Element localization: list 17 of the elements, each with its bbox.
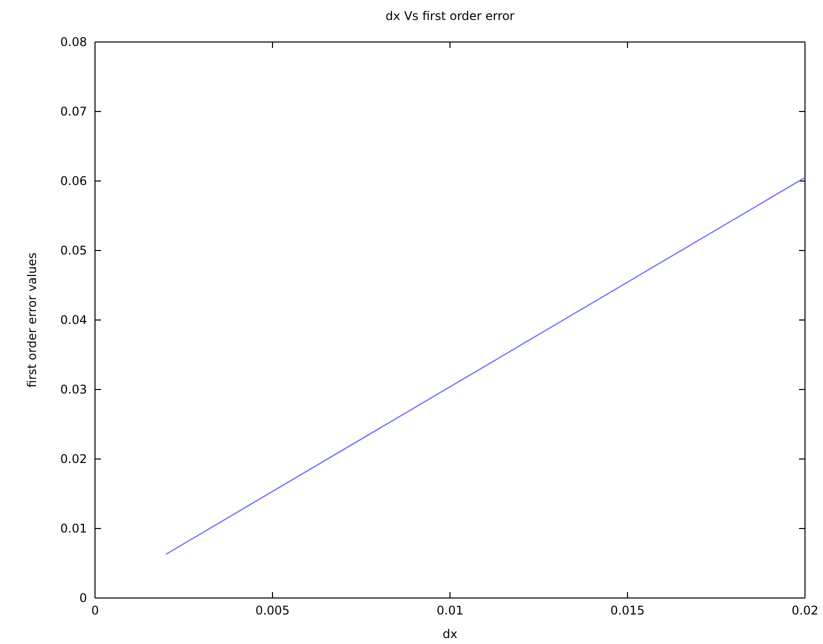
y-tick-label: 0 <box>79 590 87 605</box>
x-axis-title: dx <box>442 627 458 641</box>
y-tick-label: 0.06 <box>60 174 87 188</box>
chart-title: dx Vs first order error <box>386 9 515 23</box>
y-tick-label: 0.01 <box>60 521 87 536</box>
y-tick-label: 0.05 <box>60 243 87 258</box>
y-tick-label: 0.02 <box>60 452 87 466</box>
y-tick-label: 0.07 <box>60 104 87 118</box>
x-tick-label: 0.015 <box>610 604 645 618</box>
y-axis-title: first order error values <box>25 252 39 388</box>
y-tick-label: 0.03 <box>60 382 87 396</box>
x-tick-label: 0 <box>91 604 99 618</box>
y-tick-label: 0.04 <box>60 312 87 327</box>
y-tick-label: 0.08 <box>60 34 87 49</box>
x-tick-label: 0.005 <box>255 604 290 618</box>
x-tick-label: 0.02 <box>792 604 818 618</box>
x-tick-label: 0.01 <box>436 604 464 618</box>
